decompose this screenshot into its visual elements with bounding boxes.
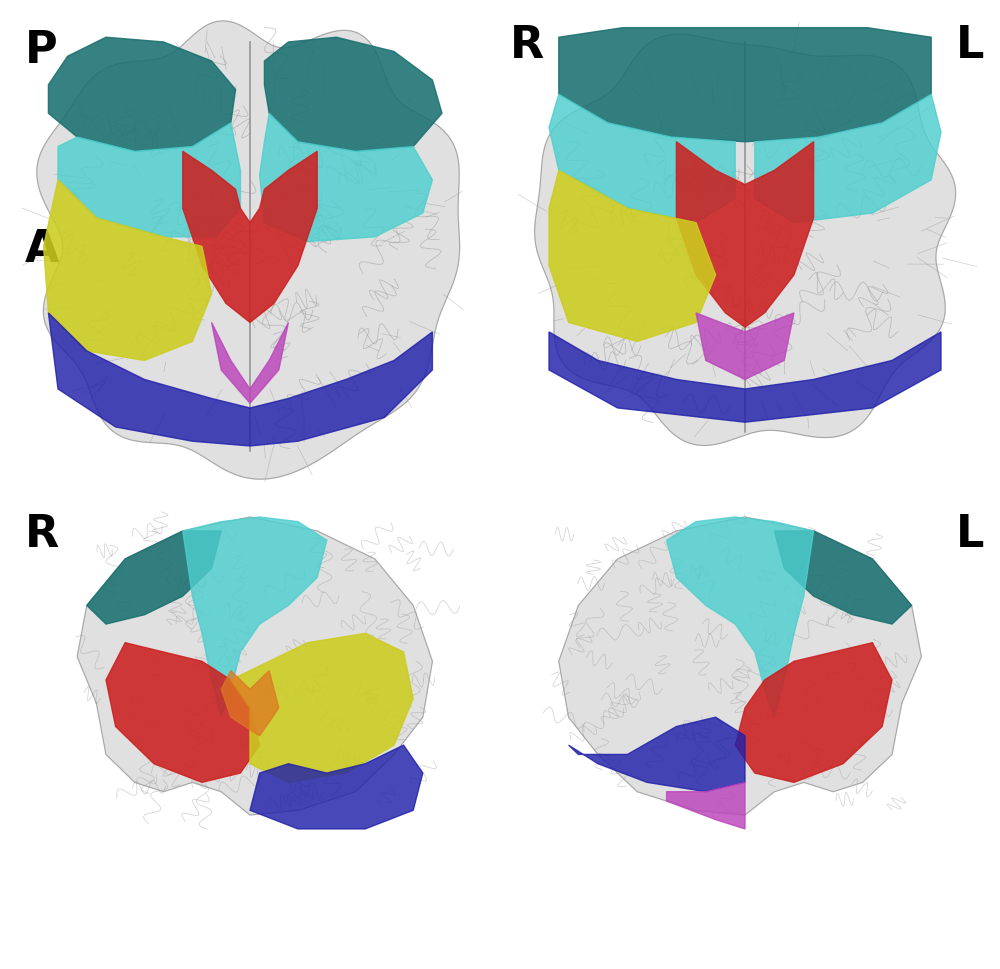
Polygon shape xyxy=(676,142,814,328)
Polygon shape xyxy=(667,517,814,717)
Polygon shape xyxy=(549,332,941,422)
Polygon shape xyxy=(559,29,931,142)
Polygon shape xyxy=(231,634,413,783)
Polygon shape xyxy=(106,643,260,783)
Polygon shape xyxy=(48,38,236,152)
Polygon shape xyxy=(774,531,912,624)
Polygon shape xyxy=(264,38,442,152)
Polygon shape xyxy=(667,783,745,829)
Polygon shape xyxy=(559,517,921,815)
Polygon shape xyxy=(535,35,956,446)
Polygon shape xyxy=(735,643,892,783)
Polygon shape xyxy=(221,671,279,736)
Polygon shape xyxy=(44,180,212,361)
Text: A: A xyxy=(24,228,59,271)
Polygon shape xyxy=(696,314,794,380)
Polygon shape xyxy=(250,745,423,829)
Polygon shape xyxy=(755,95,941,224)
Polygon shape xyxy=(87,531,221,624)
Polygon shape xyxy=(48,314,432,447)
Text: L: L xyxy=(956,513,984,556)
Polygon shape xyxy=(549,172,716,342)
Polygon shape xyxy=(549,95,735,224)
Text: L: L xyxy=(956,24,984,67)
Text: R: R xyxy=(510,24,544,67)
Polygon shape xyxy=(58,124,240,237)
Polygon shape xyxy=(260,114,432,242)
Polygon shape xyxy=(37,22,460,480)
Polygon shape xyxy=(569,717,745,792)
Text: R: R xyxy=(24,513,59,556)
Polygon shape xyxy=(183,517,327,717)
Text: P: P xyxy=(24,29,57,72)
Polygon shape xyxy=(212,323,288,404)
Polygon shape xyxy=(183,152,317,323)
Polygon shape xyxy=(77,517,432,815)
